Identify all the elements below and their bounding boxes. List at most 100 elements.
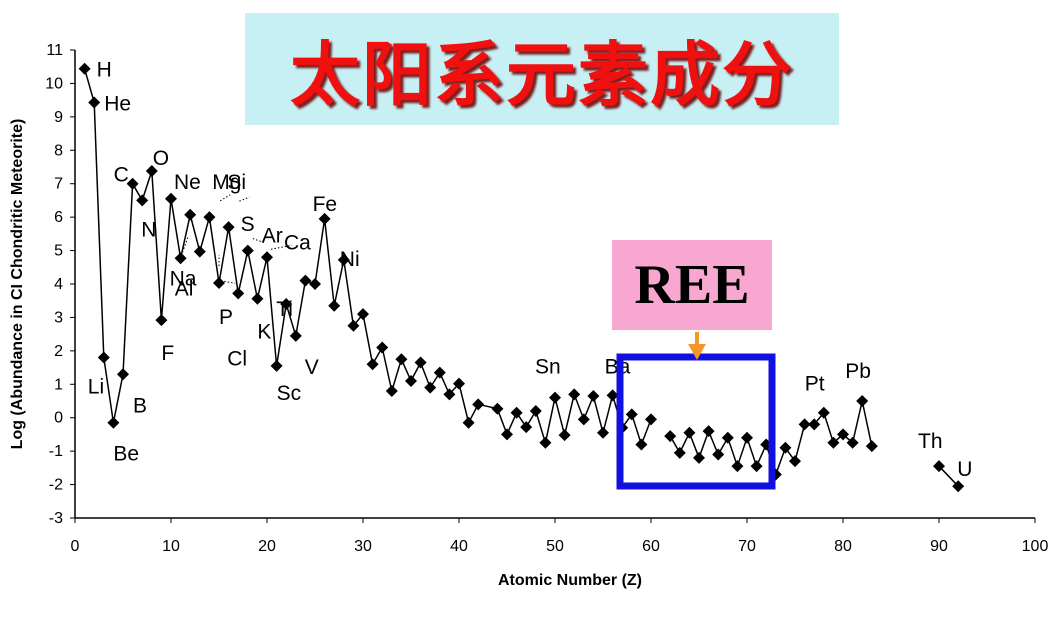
element-label: Ne bbox=[174, 171, 201, 194]
x-tick-label: 60 bbox=[642, 538, 660, 555]
data-point bbox=[702, 425, 715, 438]
data-point bbox=[174, 252, 187, 265]
data-point bbox=[145, 165, 158, 178]
element-label: Be bbox=[113, 443, 139, 466]
element-label: Fe bbox=[313, 193, 338, 216]
y-tick-label: 6 bbox=[54, 209, 63, 226]
data-point bbox=[309, 278, 321, 290]
ree-arrow bbox=[688, 332, 706, 360]
series-line bbox=[83, 68, 652, 447]
data-point bbox=[97, 351, 110, 364]
data-point bbox=[318, 212, 331, 225]
label-leader-line bbox=[224, 280, 236, 284]
label-leaders bbox=[182, 194, 293, 284]
data-point bbox=[136, 194, 149, 207]
data-point bbox=[721, 431, 734, 444]
element-label: P bbox=[219, 306, 233, 329]
title-banner: 太阳系元素成分 bbox=[245, 13, 839, 125]
data-point bbox=[88, 96, 101, 109]
data-point bbox=[625, 408, 638, 421]
y-tick-label: 2 bbox=[54, 343, 63, 360]
data-point bbox=[251, 292, 264, 305]
data-point bbox=[597, 426, 609, 439]
element-label: Ar bbox=[262, 225, 283, 248]
data-point bbox=[241, 244, 254, 257]
data-point bbox=[827, 436, 840, 449]
element-label: Pt bbox=[805, 373, 825, 396]
data-point bbox=[424, 381, 437, 394]
data-point bbox=[865, 440, 878, 453]
data-point bbox=[683, 426, 696, 439]
data-point bbox=[846, 436, 859, 449]
element-label: Cl bbox=[227, 347, 247, 370]
y-tick-label: 1 bbox=[54, 376, 63, 393]
data-point bbox=[433, 366, 446, 379]
element-label: O bbox=[153, 147, 169, 170]
element-label: U bbox=[957, 458, 972, 481]
y-tick-label: 11 bbox=[46, 42, 63, 59]
data-point bbox=[232, 287, 245, 300]
y-tick-label: 10 bbox=[45, 75, 63, 92]
data-point bbox=[808, 418, 821, 431]
element-label: Mg bbox=[212, 171, 241, 194]
data-point bbox=[750, 460, 763, 473]
data-point bbox=[414, 356, 427, 369]
element-label: Ti bbox=[276, 298, 293, 321]
y-tick-label: 7 bbox=[54, 176, 63, 193]
data-point bbox=[529, 405, 542, 418]
x-tick-label: 50 bbox=[546, 538, 564, 555]
data-point bbox=[78, 62, 91, 75]
data-point bbox=[395, 353, 408, 366]
y-axis-label: Log (Abundance in CI Chondritic Meteorit… bbox=[9, 119, 26, 450]
data-point bbox=[222, 221, 235, 234]
y-tick-label: 3 bbox=[54, 309, 63, 326]
data-point bbox=[472, 398, 485, 411]
element-label: Na bbox=[170, 267, 197, 290]
data-point bbox=[491, 402, 504, 415]
data-point bbox=[568, 388, 581, 401]
x-tick-label: 20 bbox=[258, 538, 276, 555]
label-leader-line bbox=[239, 196, 250, 202]
abundance-series bbox=[78, 62, 965, 493]
element-label: H bbox=[97, 59, 112, 82]
data-point bbox=[347, 319, 360, 332]
y-tick-label: 5 bbox=[54, 243, 63, 260]
data-point bbox=[664, 430, 677, 443]
element-label: Al bbox=[175, 278, 194, 301]
data-point bbox=[117, 368, 129, 381]
data-point bbox=[184, 208, 197, 221]
x-tick-label: 100 bbox=[1022, 538, 1049, 555]
element-label: N bbox=[141, 218, 156, 241]
element-label: Si bbox=[227, 171, 246, 194]
data-point bbox=[606, 389, 619, 402]
y-tick-label: -3 bbox=[49, 510, 63, 527]
element-label: Th bbox=[918, 430, 943, 453]
data-point bbox=[270, 359, 283, 372]
data-point bbox=[577, 413, 590, 426]
x-tick-label: 30 bbox=[354, 538, 372, 555]
x-tick-label: 0 bbox=[71, 538, 80, 555]
data-point bbox=[126, 177, 139, 190]
series-line bbox=[938, 465, 959, 487]
data-point bbox=[165, 192, 177, 205]
element-labels: H He Li Be B C N O F Ne Na Mg Al Si P S Cl Ar K Ca Sc Ti V Fe Ni… bbox=[88, 59, 973, 482]
data-point bbox=[501, 428, 513, 441]
data-point bbox=[462, 416, 475, 429]
element-label: Ni bbox=[340, 248, 360, 271]
data-point bbox=[741, 431, 753, 444]
data-point bbox=[337, 253, 350, 266]
data-point bbox=[376, 341, 389, 354]
label-leader-line bbox=[219, 194, 231, 202]
data-point bbox=[712, 448, 725, 461]
data-point bbox=[856, 395, 869, 407]
y-axis-ticks: -3 -2 -1 0 1 2 3 4 5 6 7 8 9 10 11 bbox=[45, 42, 75, 527]
data-point bbox=[510, 406, 523, 419]
data-point bbox=[155, 314, 168, 327]
data-point bbox=[817, 406, 830, 419]
element-label: S bbox=[241, 213, 255, 236]
element-label: Pb bbox=[845, 360, 871, 383]
element-label: He bbox=[104, 92, 131, 115]
data-point bbox=[539, 436, 552, 449]
y-tick-label: 0 bbox=[54, 410, 63, 427]
